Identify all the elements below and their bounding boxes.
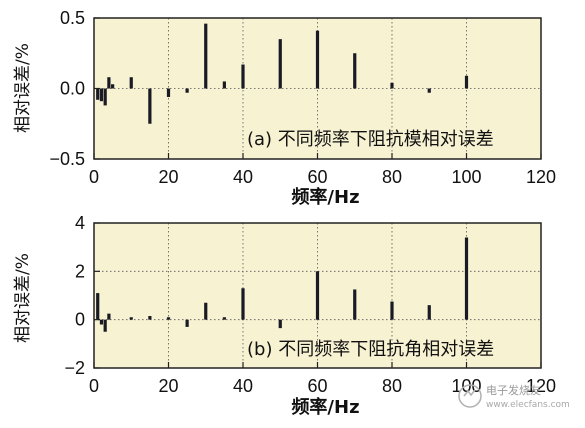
bar xyxy=(222,317,226,320)
bar xyxy=(390,301,394,320)
bar xyxy=(241,64,245,89)
bar xyxy=(99,88,104,102)
x-tick-label: 80 xyxy=(382,167,402,187)
bar xyxy=(222,81,226,89)
bar xyxy=(185,88,189,93)
x-axis-label-b: 频率/Hz xyxy=(291,396,359,418)
annotation-b: (b) 不同频率下阻抗角相对误差 xyxy=(247,339,494,360)
bar xyxy=(103,319,107,332)
bar xyxy=(204,302,208,320)
bar xyxy=(353,53,357,89)
bars-a xyxy=(96,23,469,124)
bar xyxy=(107,77,111,89)
watermark-logo-icon xyxy=(458,384,482,408)
x-tick-label: 60 xyxy=(307,376,327,396)
y-tick-label: −0.5 xyxy=(49,149,85,169)
bar xyxy=(278,39,282,89)
bar xyxy=(107,313,111,320)
y-tick-label: 0.0 xyxy=(60,79,85,99)
y-ticks-a: 0.5 0.0 −0.5 xyxy=(49,8,100,169)
bar xyxy=(111,84,115,89)
y-axis-label-a: 相对误差/% xyxy=(13,43,33,133)
y-ticks-b: 4 2 0 −2 xyxy=(64,213,100,378)
x-ticks-a: 0 20 40 60 80 100 120 xyxy=(89,153,556,187)
x-tick-label: 20 xyxy=(158,167,178,187)
bar xyxy=(148,316,152,320)
bar xyxy=(278,319,282,329)
bar xyxy=(166,88,171,97)
bar xyxy=(353,289,357,320)
bar xyxy=(99,319,104,325)
bar xyxy=(464,75,469,89)
bar xyxy=(204,23,208,89)
chart-panel-a: 0.50.0−0.5 0 20 40 60 80 100 120 相对误差/% 频率/Hz … xyxy=(13,8,556,208)
y-tick-label: 4 xyxy=(75,213,85,233)
watermark-logo-mark xyxy=(463,389,476,397)
y-tick-label: 0 xyxy=(75,310,85,330)
x-tick-label: 100 xyxy=(451,167,481,187)
x-tick-label: 0 xyxy=(89,376,99,396)
bar xyxy=(427,88,431,93)
bar xyxy=(129,77,133,89)
x-tick-label: 60 xyxy=(307,167,327,187)
y-tick-label: 0.5 xyxy=(60,8,85,28)
bar xyxy=(103,88,107,106)
annotation-a: (a) 不同频率下阻抗模相对误差 xyxy=(247,129,494,150)
bar xyxy=(96,88,100,100)
x-tick-label: 40 xyxy=(233,376,253,396)
y-tick-label: −2 xyxy=(64,358,85,378)
bar xyxy=(427,305,431,320)
x-tick-label: 120 xyxy=(526,167,556,187)
watermark-site: www.elecfans.com xyxy=(486,400,570,410)
bar xyxy=(148,88,152,124)
bar xyxy=(129,317,133,320)
y-tick-label: 2 xyxy=(75,261,85,281)
watermark: 电子发烧友 www.elecfans.com xyxy=(458,383,570,410)
bar xyxy=(96,293,100,320)
bar xyxy=(464,237,469,320)
x-tick-label: 0 xyxy=(89,167,99,187)
bar xyxy=(241,288,245,320)
bar xyxy=(315,271,320,320)
bars-b xyxy=(96,237,469,332)
x-tick-label: 20 xyxy=(158,376,178,396)
y-axis-label-b: 相对误差/% xyxy=(13,253,33,343)
bar xyxy=(390,82,394,89)
chart-panel-b: 420−2 0 20 40 60 80 100 120 相对误差/% 频率/Hz (b) 不… xyxy=(13,213,556,418)
bar xyxy=(185,319,189,327)
bar xyxy=(166,317,171,320)
x-tick-label: 40 xyxy=(233,167,253,187)
x-tick-label: 120 xyxy=(526,376,556,396)
x-tick-label: 80 xyxy=(382,376,402,396)
bar xyxy=(315,30,320,89)
x-axis-label-a: 频率/Hz xyxy=(291,186,359,208)
watermark-brand: 电子发烧友 xyxy=(486,383,541,397)
